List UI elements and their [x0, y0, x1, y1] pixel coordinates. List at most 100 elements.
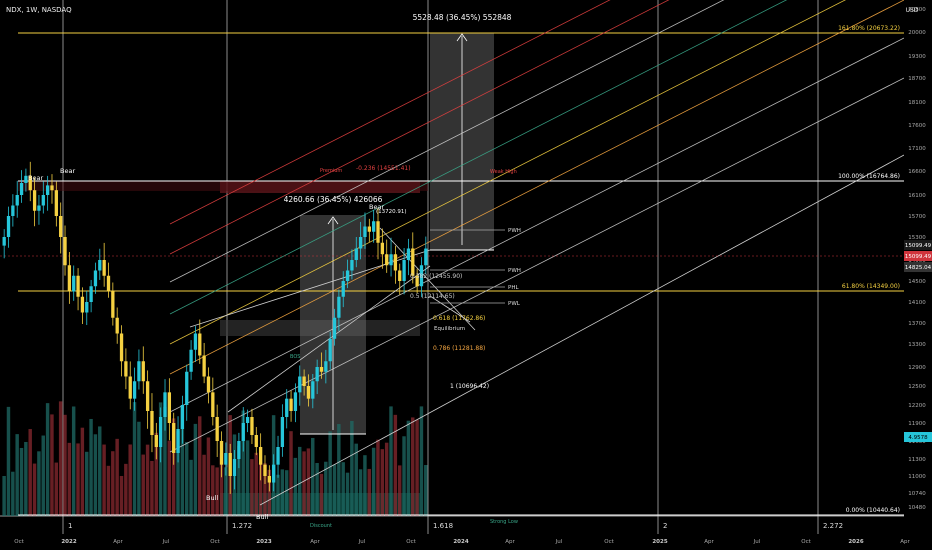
candle-body: [215, 417, 219, 441]
volume-bar: [219, 453, 224, 516]
price-tick-label: 14100: [908, 300, 926, 306]
chart-annotation: Weak High: [490, 169, 517, 175]
candle-body: [67, 265, 72, 292]
candle-body: [111, 291, 115, 318]
time-tick-label: Apr: [310, 539, 320, 545]
candle-body: [198, 333, 202, 356]
volume-bar: [206, 437, 211, 516]
price-tick-label: 20800: [908, 7, 926, 13]
chart-annotation: Premium: [320, 168, 342, 174]
candle-body: [245, 417, 250, 423]
candle-body: [141, 361, 145, 382]
price-tick-label: 14500: [908, 279, 926, 285]
volume-bar: [141, 454, 145, 516]
candle-body: [189, 349, 193, 372]
volume-bar: [176, 431, 180, 516]
price-marker-badge: [904, 262, 932, 272]
candle-body: [324, 361, 328, 372]
candle-body: [367, 226, 371, 232]
candle-body: [180, 405, 185, 429]
price-tick-label: 15300: [908, 235, 926, 241]
candle-body: [250, 417, 254, 435]
volume-bar: [337, 424, 341, 516]
volume-bar: [80, 427, 85, 516]
currency-label[interactable]: USD: [906, 7, 919, 14]
price-marker-badge: [904, 240, 932, 250]
price-tick-label: 16100: [908, 193, 926, 199]
candle-body: [345, 270, 350, 281]
volume-bar: [102, 444, 106, 516]
volume-bar: [128, 444, 132, 516]
candle-body: [263, 464, 267, 476]
fib-level-label: 161.80% (20673.22): [838, 25, 900, 32]
channel-line: [169, 0, 725, 283]
candle-body: [59, 216, 63, 237]
symbol-title[interactable]: NDX, 1W, NASDAQ: [6, 6, 72, 14]
volume-bar: [397, 465, 402, 516]
volume-bar: [150, 460, 154, 516]
chart-annotation: Equilibrium: [434, 326, 465, 332]
volume-bar: [145, 444, 150, 516]
candle-body: [54, 190, 58, 216]
volume-bar: [415, 419, 419, 516]
candle-body: [280, 417, 285, 447]
candle-body: [93, 270, 98, 287]
price-tick-label: 12200: [908, 403, 926, 409]
fib-level-label: 0.00% (10440.64): [846, 507, 900, 514]
volume-bar: [263, 463, 267, 516]
volume-bar: [171, 418, 176, 516]
price-tick-label: 15700: [908, 214, 926, 220]
candle-body: [28, 175, 32, 191]
candle-body: [272, 464, 276, 483]
time-tick-label: 2026: [848, 539, 863, 545]
candle-body: [398, 270, 402, 281]
candle-body: [315, 367, 319, 382]
candle-body: [80, 296, 85, 313]
candle-body: [276, 447, 280, 465]
candle-body: [224, 453, 228, 465]
candle-body: [2, 237, 6, 246]
volume-bar: [297, 446, 302, 516]
candle-body: [85, 302, 89, 313]
volume-bar: [389, 406, 393, 516]
volume-bar: [293, 457, 298, 516]
candle-body: [298, 376, 302, 393]
candle-body: [98, 260, 102, 271]
time-cycle-label: 1: [68, 522, 72, 530]
candle-body: [363, 226, 367, 237]
price-tick-label: 11000: [908, 474, 926, 480]
fib-level-label: 61.80% (14349.00): [842, 283, 900, 290]
candle-body: [45, 185, 50, 195]
candle-body: [41, 195, 45, 206]
chart-annotation: (13720.91): [376, 209, 407, 215]
chart-annotation: Strong Low: [490, 519, 518, 525]
retracement-label: 0.786 (11281.88): [433, 345, 485, 352]
time-cycle-label: 2: [663, 522, 667, 530]
retracement-label: -0.236 (14551.41): [356, 165, 411, 172]
volume-bar: [376, 439, 380, 516]
candle-body: [15, 195, 19, 206]
candle-body: [302, 376, 306, 386]
volume-bar: [424, 465, 428, 516]
volume-bar: [324, 461, 328, 516]
volume-bar: [50, 414, 54, 516]
retracement-label: 1 (10696.42): [450, 383, 489, 390]
volume-bar: [245, 440, 250, 516]
chart-labels: 1 1.272 1.618 2 2.272 161.80% (20673.22) 100.0…: [28, 13, 900, 530]
volume-bar: [371, 447, 376, 516]
candle-body: [254, 435, 258, 447]
fib-level-label: 100.00% (16764.86): [838, 173, 900, 180]
candle-body: [202, 355, 206, 377]
candle-body: [76, 275, 80, 297]
time-tick-label: 2022: [61, 539, 76, 545]
channel-line: [169, 0, 905, 375]
volume-bar: [15, 434, 19, 516]
candle-body: [219, 441, 224, 465]
price-tick-label: 20000: [908, 30, 926, 36]
volume-bar: [84, 451, 89, 516]
volume-bar: [224, 467, 228, 516]
candle-body: [102, 260, 106, 276]
time-tick-label: Apr: [704, 539, 714, 545]
volume-bar: [411, 417, 415, 516]
